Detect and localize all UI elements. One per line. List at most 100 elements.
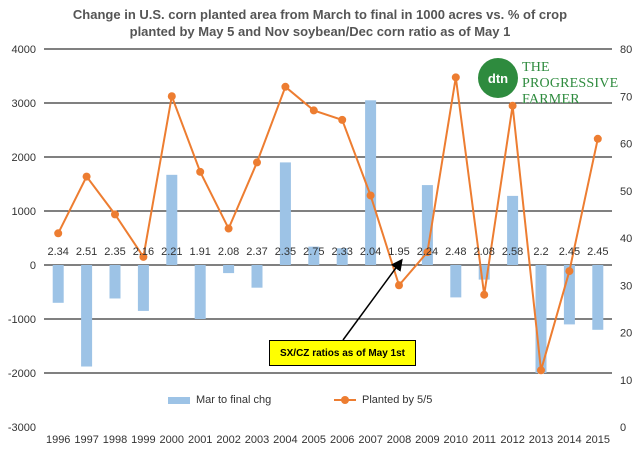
chart-legend: Mar to final chg Planted by 5/5 [0,394,640,408]
x-tick-label: 2006 [330,434,354,446]
x-tick-label: 1999 [131,434,155,446]
chart-title-line1: Change in U.S. corn planted area from Ma… [72,7,568,22]
point-planted-by-5-5 [167,92,176,101]
y-right-tick-label: 40 [620,233,632,245]
ratio-label: 2.75 [303,246,324,258]
point-planted-by-5-5 [593,134,602,143]
ratio-label: 2.04 [360,246,381,258]
x-tick-label: 2013 [529,434,553,446]
ratio-callout-box: SX/CZ ratios as of May 1st [269,340,416,366]
point-planted-by-5-5 [537,366,545,375]
bar-mar-to-final-chg [507,195,519,265]
bar-mar-to-final-chg [52,265,64,303]
y-left-tick-label: 4000 [12,44,36,56]
ratio-label: 2.37 [246,246,267,258]
y-right-tick-label: 70 [620,91,632,103]
ratio-label: 2.24 [417,246,438,258]
y-right-tick-label: 50 [620,186,632,198]
y-right-tick-label: 10 [620,375,632,387]
point-planted-by-5-5 [451,73,460,82]
x-tick-label: 2001 [188,434,212,446]
point-planted-by-5-5 [281,82,290,91]
bar-mar-to-final-chg [592,265,604,330]
callout-arrow [342,258,403,341]
y-left-tick-label: -1000 [8,314,36,326]
bar-mar-to-final-chg [478,265,490,280]
logo-wordmark: THE PROGRESSIVE FARMER [522,60,628,108]
y-right-tick-label: 0 [620,422,626,434]
x-tick-label: 2009 [415,434,439,446]
bar-mar-to-final-chg [450,265,462,298]
ratio-label: 2.48 [445,246,466,258]
ratio-label: 2.21 [161,246,182,258]
legend-item-bars: Mar to final chg [168,394,271,406]
y-left-tick-label: -2000 [8,368,36,380]
ratio-label: 2.08 [218,246,239,258]
x-tick-label: 2008 [387,434,411,446]
bar-mar-to-final-chg [81,265,93,367]
dtn-progressive-farmer-logo: dtn THE PROGRESSIVE FARMER [478,56,628,107]
x-tick-label: 2014 [557,434,581,446]
y-left-tick-label: 2000 [12,152,36,164]
ratio-label: 2.35 [104,246,125,258]
legend-bar-label: Mar to final chg [196,394,272,406]
y-left-tick-label: 0 [30,260,36,272]
point-planted-by-5-5 [139,252,148,261]
ratio-label: 2.51 [76,246,97,258]
x-tick-label: 1997 [74,434,98,446]
y-right-tick-label: 30 [620,280,632,292]
legend-line-swatch [334,396,356,404]
ratio-label: 1.91 [189,246,210,258]
y-right-tick-label: 20 [620,328,632,340]
y-right-tick-label: 80 [620,44,632,56]
x-tick-label: 2007 [358,434,382,446]
ratio-label: 2.08 [473,246,494,258]
ratio-label: 2.2 [533,246,548,258]
legend-line-label: Planted by 5/5 [362,394,433,406]
bar-mar-to-final-chg [279,162,291,265]
ratio-label: 2.35 [275,246,296,258]
x-tick-label: 1996 [46,434,70,446]
point-planted-by-5-5 [480,290,489,299]
y-right-tick-label: 60 [620,139,632,151]
y-left-tick-label: 1000 [12,206,36,218]
bar-mar-to-final-chg [194,265,206,319]
ratio-label: 2.34 [47,246,68,258]
ratio-label: 2.45 [559,246,580,258]
point-planted-by-5-5 [253,158,261,167]
x-tick-label: 2003 [245,434,269,446]
point-planted-by-5-5 [82,172,91,181]
legend-bar-swatch [168,396,190,404]
point-planted-by-5-5 [111,210,119,219]
bar-mar-to-final-chg [365,100,377,265]
ratio-label: 2.58 [502,246,523,258]
logo-wordmark-line1: THE PROGRESSIVE [522,60,619,91]
logo-wordmark-line2: FARMER [522,92,580,107]
x-tick-label: 2004 [273,434,297,446]
point-planted-by-5-5 [196,167,205,176]
y-left-tick-label: 3000 [12,98,36,110]
point-planted-by-5-5 [54,229,63,238]
bar-mar-to-final-chg [336,248,348,265]
bar-mar-to-final-chg [535,265,547,373]
ratio-label: 1.95 [388,246,409,258]
bar-mar-to-final-chg [109,265,121,299]
bar-mar-to-final-chg [251,265,263,288]
chart-title: Change in U.S. corn planted area from Ma… [0,6,640,40]
x-tick-label: 2000 [160,434,184,446]
point-planted-by-5-5 [395,281,403,290]
y-left-tick-label: -3000 [8,422,36,434]
x-tick-label: 2002 [216,434,240,446]
bar-mar-to-final-chg [137,265,149,311]
bar-mar-to-final-chg [421,185,433,265]
x-tick-label: 2012 [500,434,524,446]
point-planted-by-5-5 [309,106,318,115]
x-tick-label: 1998 [103,434,127,446]
point-planted-by-5-5 [224,224,233,233]
ratio-label: 2.33 [331,246,352,258]
line-planted-by-5-5 [57,77,599,371]
ratio-label: 2.16 [133,246,154,258]
bar-mar-to-final-chg [563,265,575,325]
point-planted-by-5-5 [565,267,574,276]
